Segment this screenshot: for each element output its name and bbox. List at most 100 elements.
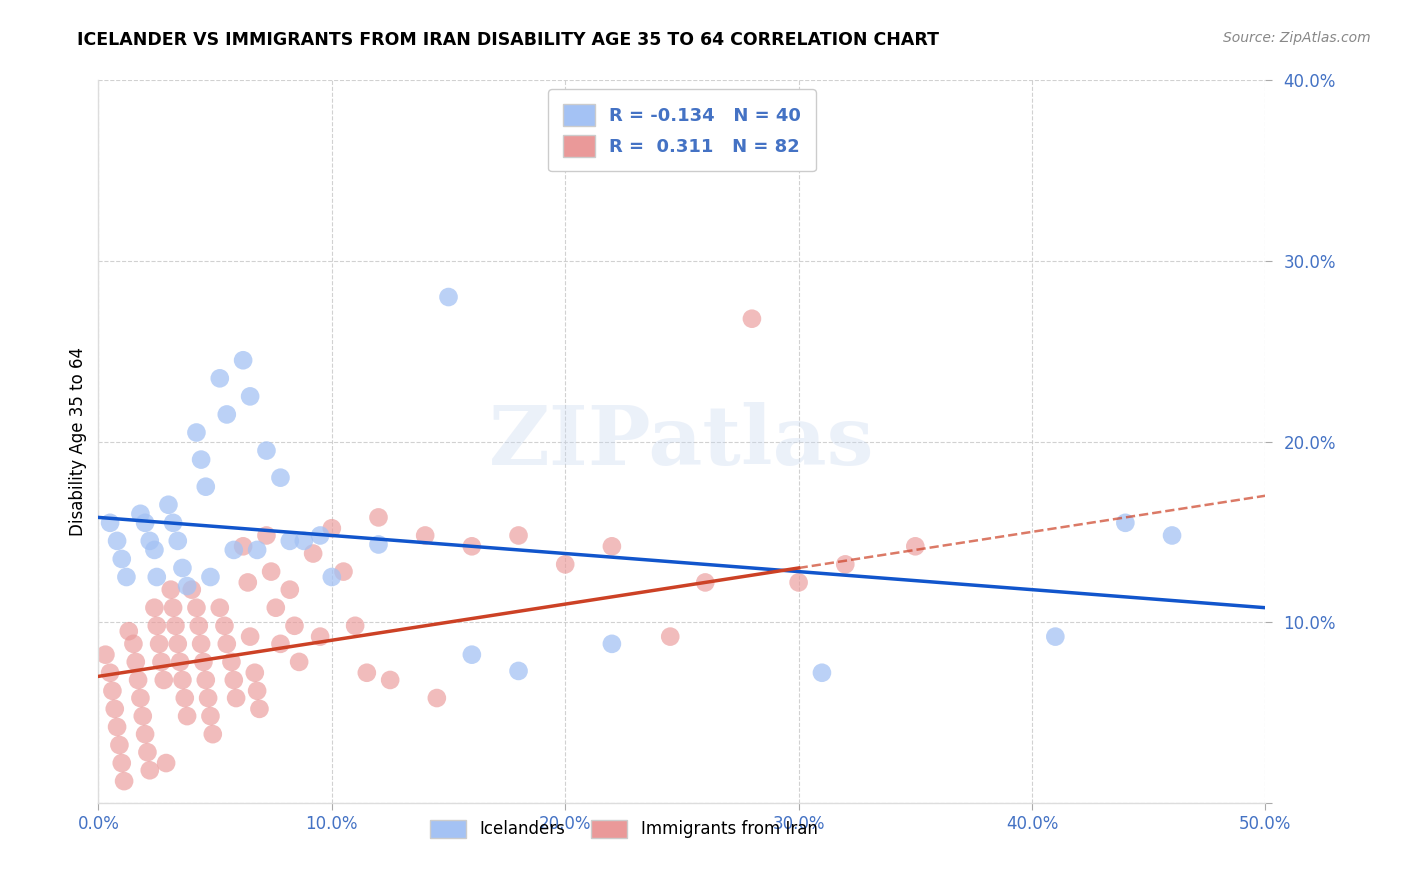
Point: [143, 600, 166, 615]
Point: [176, 579, 198, 593]
Point: [249, 702, 271, 716]
Point: [111, 756, 134, 770]
Point: [269, 637, 291, 651]
Point: [332, 565, 354, 579]
Point: [194, 673, 217, 687]
Point: [508, 528, 530, 542]
Point: [600, 539, 623, 553]
Point: [367, 510, 389, 524]
Point: [150, 655, 173, 669]
Point: [101, 683, 124, 698]
Point: [278, 533, 301, 548]
Point: [554, 558, 576, 572]
Point: [1161, 528, 1184, 542]
Point: [239, 630, 262, 644]
Point: [309, 528, 332, 542]
Point: [214, 619, 236, 633]
Text: ZIPatlas: ZIPatlas: [489, 401, 875, 482]
Point: [134, 516, 156, 530]
Point: [173, 691, 195, 706]
Point: [508, 664, 530, 678]
Point: [288, 655, 311, 669]
Point: [232, 539, 254, 553]
Point: [256, 443, 278, 458]
Point: [256, 528, 278, 542]
Point: [105, 533, 128, 548]
Point: [461, 648, 484, 662]
Point: [190, 637, 212, 651]
Point: [187, 619, 209, 633]
Point: [904, 539, 927, 553]
Point: [148, 637, 170, 651]
Point: [222, 673, 245, 687]
Point: [741, 311, 763, 326]
Point: [208, 371, 231, 385]
Point: [190, 452, 212, 467]
Point: [105, 720, 128, 734]
Point: [811, 665, 834, 680]
Point: [344, 619, 367, 633]
Point: [136, 745, 159, 759]
Point: [155, 756, 177, 770]
Point: [98, 516, 121, 530]
Point: [208, 600, 231, 615]
Point: [236, 575, 259, 590]
Point: [104, 702, 127, 716]
Point: [111, 552, 134, 566]
Point: [264, 600, 287, 615]
Point: [413, 528, 436, 542]
Point: [180, 582, 202, 597]
Point: [146, 619, 169, 633]
Point: [139, 533, 162, 548]
Point: [243, 665, 266, 680]
Legend: Icelanders, Immigrants from Iran: Icelanders, Immigrants from Iran: [423, 813, 824, 845]
Point: [194, 480, 217, 494]
Point: [162, 516, 184, 530]
Point: [139, 764, 162, 778]
Y-axis label: Disability Age 35 to 64: Disability Age 35 to 64: [69, 347, 87, 536]
Point: [380, 673, 402, 687]
Point: [461, 539, 484, 553]
Point: [159, 582, 181, 597]
Point: [200, 709, 222, 723]
Point: [197, 691, 219, 706]
Point: [600, 637, 623, 651]
Point: [125, 655, 148, 669]
Point: [176, 709, 198, 723]
Point: [1114, 516, 1136, 530]
Point: [659, 630, 682, 644]
Point: [127, 673, 149, 687]
Point: [186, 600, 208, 615]
Point: [112, 774, 135, 789]
Point: [239, 389, 262, 403]
Point: [222, 542, 245, 557]
Point: [269, 471, 291, 485]
Point: [437, 290, 460, 304]
Point: [152, 673, 174, 687]
Point: [200, 570, 222, 584]
Point: [143, 542, 166, 557]
Point: [129, 507, 152, 521]
Point: [193, 655, 215, 669]
Point: [321, 570, 343, 584]
Point: [98, 665, 121, 680]
Point: [356, 665, 378, 680]
Point: [302, 547, 325, 561]
Point: [169, 655, 191, 669]
Point: [246, 542, 269, 557]
Point: [292, 533, 315, 548]
Point: [172, 561, 194, 575]
Point: [134, 727, 156, 741]
Point: [115, 570, 138, 584]
Point: [215, 408, 238, 422]
Point: [186, 425, 208, 440]
Point: [321, 521, 343, 535]
Point: [122, 637, 145, 651]
Point: [146, 570, 169, 584]
Point: [225, 691, 247, 706]
Point: [695, 575, 717, 590]
Point: [309, 630, 332, 644]
Point: [132, 709, 155, 723]
Point: [283, 619, 305, 633]
Text: Source: ZipAtlas.com: Source: ZipAtlas.com: [1223, 31, 1371, 45]
